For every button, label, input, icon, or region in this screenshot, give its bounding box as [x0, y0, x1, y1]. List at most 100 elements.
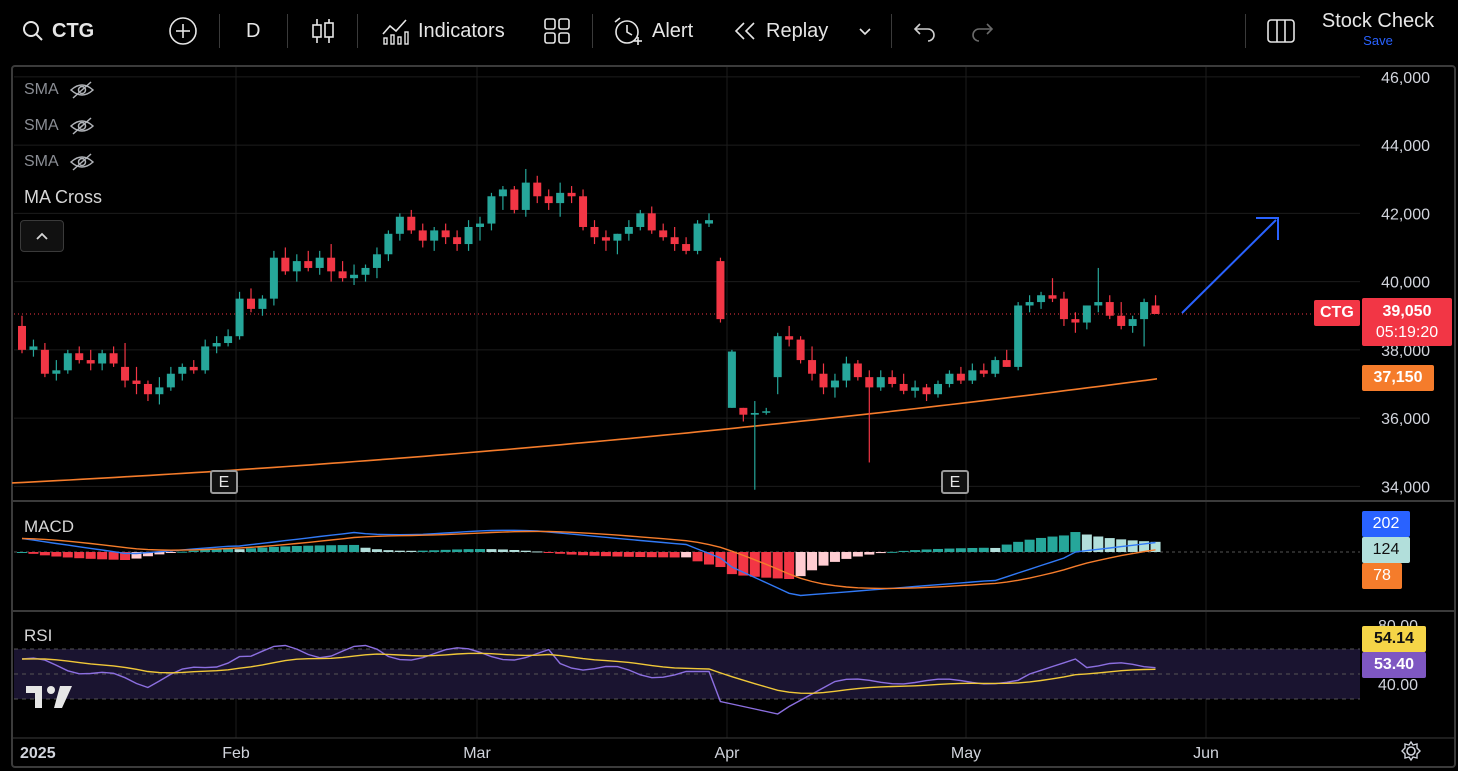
macd-histogram-bar [612, 552, 623, 557]
macd-histogram-bar [85, 552, 96, 559]
macd-histogram-bar [1070, 532, 1081, 552]
last-price: 39,050 [1382, 303, 1432, 320]
candle-body [716, 261, 725, 320]
toolbar-divider [891, 14, 892, 48]
candle-body [1059, 298, 1068, 320]
gear-icon[interactable] [1400, 740, 1422, 762]
sma-legend-3[interactable]: SMA [24, 152, 95, 172]
earnings-marker[interactable]: E [941, 470, 969, 494]
trend-arrow [1181, 219, 1277, 314]
indicators-button[interactable]: Indicators [380, 10, 505, 52]
ma-cross-legend[interactable]: MA Cross [24, 187, 102, 208]
layout-title: Stock Check [1321, 10, 1435, 32]
indicators-icon [382, 19, 409, 45]
macd-histogram-bar [864, 552, 875, 555]
sma-legend-2[interactable]: SMA [24, 116, 95, 136]
macd-histogram-bar [1093, 536, 1104, 552]
macd-histogram-bar [486, 549, 497, 552]
macd-histogram-bar [933, 548, 943, 552]
macd-histogram-bar [429, 550, 440, 552]
macd-histogram-bar [978, 547, 989, 552]
candle-body [1048, 295, 1057, 299]
candle-body [1128, 319, 1137, 326]
macd-histogram-bar [74, 552, 85, 559]
macd-histogram-bar [394, 550, 405, 552]
macd-histogram-bar [681, 552, 692, 558]
redo-button[interactable] [969, 10, 995, 52]
indicators-label: Indicators [418, 19, 505, 42]
macd-histogram-bar [314, 545, 325, 552]
symbol-search[interactable]: CTG [22, 10, 94, 52]
macd-histogram-bar [120, 552, 131, 560]
macd-histogram-bar [726, 552, 737, 575]
plus-circle-icon [169, 17, 197, 45]
candle-body [430, 230, 439, 241]
interval-button[interactable]: D [246, 10, 260, 52]
candle-body [567, 192, 576, 197]
candle-body [75, 353, 84, 361]
time-axis-label: Feb [222, 745, 250, 762]
macd-histogram-bar [1139, 541, 1150, 552]
candle-body [922, 387, 931, 395]
candle-body [63, 353, 72, 371]
eye-off-icon[interactable] [69, 116, 95, 136]
candle-body [1071, 319, 1080, 323]
candle-body [372, 254, 381, 268]
earnings-marker[interactable]: E [210, 470, 238, 494]
macd-histogram-bar [383, 550, 394, 552]
macd-histogram-bar [1127, 540, 1138, 552]
macd-histogram-bar [177, 551, 188, 553]
save-link[interactable]: Save [1363, 33, 1393, 48]
compare-button[interactable] [168, 10, 198, 52]
macd-histogram-bar [944, 548, 955, 552]
candle-body [968, 370, 977, 381]
rsi-ma-line [21, 652, 1156, 695]
replay-dropdown[interactable] [856, 10, 874, 52]
alert-label: Alert [652, 19, 694, 42]
layout-name[interactable]: Stock Check Save [1318, 10, 1438, 48]
candle-body [224, 336, 233, 344]
macd-histogram-bar [646, 552, 657, 558]
eye-off-icon[interactable] [69, 80, 95, 100]
layout-select-button[interactable] [1266, 10, 1296, 52]
candle-body [143, 383, 152, 395]
templates-button[interactable] [543, 10, 571, 52]
candle-body [521, 182, 530, 210]
undo-button[interactable] [912, 10, 938, 52]
macd-histogram-bar [371, 549, 382, 552]
rsi-legend[interactable]: RSI [24, 626, 52, 646]
chart-type-button[interactable] [310, 10, 336, 52]
symbol-tag-label: CTG [1320, 304, 1354, 321]
candle-body [1082, 305, 1091, 323]
sma-legend-1[interactable]: SMA [24, 80, 95, 100]
macd-histogram-bar [1013, 541, 1024, 552]
alarm-clock-icon [614, 17, 642, 45]
candle-body [212, 343, 221, 347]
grid-icon [544, 18, 570, 44]
macd-legend[interactable]: MACD [24, 517, 74, 537]
candle-body [338, 271, 347, 279]
collapse-legend-button[interactable] [20, 220, 64, 252]
macd-histogram-bar [1116, 539, 1127, 552]
candle-body [739, 407, 748, 415]
candle-body [773, 336, 782, 378]
macd-histogram-bar [17, 552, 27, 553]
replay-button[interactable]: Replay [732, 10, 828, 52]
alert-button[interactable]: Alert [612, 10, 693, 52]
eye-off-icon[interactable] [69, 152, 95, 172]
ma-cross-line [11, 378, 1158, 484]
signal-value: 78 [1373, 567, 1391, 584]
candle-body [956, 373, 965, 381]
macd-histogram-bar [658, 552, 669, 558]
candle-body [441, 230, 450, 238]
candle-body [693, 223, 702, 251]
candle-body [830, 380, 839, 388]
macd-histogram-bar [669, 552, 680, 558]
candle-body [865, 377, 874, 388]
tradingview-logo[interactable] [26, 684, 76, 710]
macd-histogram-bar [463, 549, 474, 552]
macd-histogram-bar [772, 552, 783, 579]
candle-body [579, 196, 588, 227]
macd-histogram-bar [921, 549, 932, 552]
